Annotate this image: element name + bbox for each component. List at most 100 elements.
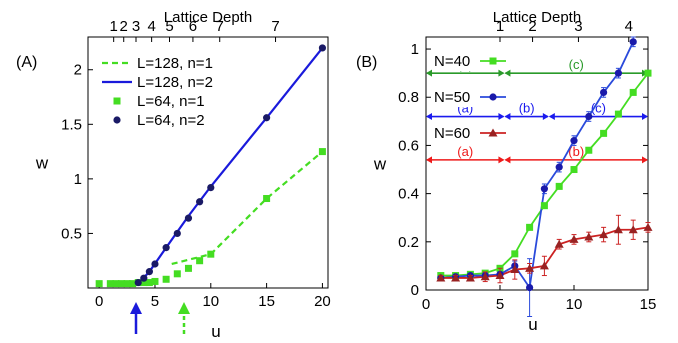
data-point-2	[263, 195, 271, 203]
data-point-2	[569, 234, 579, 243]
data-point-3	[263, 114, 271, 122]
top-tick-label: 7	[271, 18, 279, 35]
top-axis-label: Lattice Depth	[164, 9, 252, 26]
data-point-0	[644, 69, 652, 77]
data-point-1	[570, 137, 578, 145]
legend-swatch	[113, 116, 121, 124]
data-point-2	[643, 222, 653, 231]
y-tick-label: 0.5	[61, 225, 82, 242]
data-point-2	[465, 273, 475, 282]
x-tick-label: 15	[640, 296, 657, 313]
top-tick-label: 4	[625, 18, 633, 35]
region-arrow-head	[542, 113, 549, 121]
data-point-0	[511, 250, 519, 258]
x-tick-label: 0	[95, 293, 103, 310]
legend-label: L=64, n=1	[137, 93, 205, 110]
region-arrow-head	[498, 156, 505, 164]
x-tick-label: 10	[566, 296, 583, 313]
region-label: (a)	[457, 144, 473, 159]
y-tick-label: 0.2	[398, 234, 419, 251]
data-point-0	[585, 146, 593, 154]
data-point-0	[614, 110, 622, 118]
data-point-3	[162, 244, 170, 252]
data-point-1	[600, 88, 608, 97]
data-point-2	[162, 275, 170, 283]
data-point-2	[451, 273, 461, 282]
data-point-1	[526, 283, 534, 292]
data-point-2	[207, 250, 215, 258]
region-arrow-head	[504, 156, 511, 164]
data-point-1	[629, 38, 637, 46]
data-point-1	[585, 112, 593, 121]
data-point-2	[613, 225, 623, 234]
plot-frame	[87, 36, 329, 289]
data-point-2	[525, 263, 535, 272]
legend-label: L=128, n=2	[137, 74, 213, 91]
region-arrow-head	[426, 156, 432, 164]
data-point-2	[151, 277, 159, 285]
data-point-3	[173, 229, 181, 238]
x-tick-label: 10	[202, 293, 219, 310]
region-arrow-head	[642, 113, 648, 121]
data-point-0	[629, 88, 637, 96]
data-point-3	[184, 214, 193, 222]
data-point-2	[554, 239, 564, 248]
top-tick-label: 1	[110, 18, 118, 35]
data-point-3	[318, 44, 327, 52]
top-tick-label: 3	[132, 18, 140, 35]
region-label: (c)	[591, 101, 606, 116]
legend-label: N=40	[434, 53, 470, 70]
data-point-2	[584, 232, 594, 241]
data-point-3	[151, 260, 159, 268]
x-axis-label: u	[211, 322, 220, 341]
data-point-3	[134, 278, 142, 287]
panel-b: 0 5 10 15 0 0.2 0.4 0.6 0.8 1 1 2 3 4 Lattice Depth u w (…	[356, 9, 656, 334]
region-arrow-head	[498, 69, 505, 77]
data-point-0	[540, 202, 548, 210]
legend-bg	[432, 124, 494, 143]
region-label: (b)	[519, 101, 535, 116]
legend-bg	[432, 52, 494, 71]
y-tick-label: 0.6	[398, 137, 419, 154]
top-tick-label: 3	[574, 18, 582, 35]
data-point-2	[95, 280, 103, 288]
data-point-2	[628, 225, 638, 234]
top-tick-label: 5	[165, 18, 173, 35]
data-point-2	[318, 148, 326, 156]
y-tick-label: 0.4	[398, 186, 419, 203]
data-point-0	[570, 166, 578, 174]
data-point-1	[540, 185, 549, 193]
y-tick-label: 2	[74, 62, 82, 79]
y-axis-label: w	[373, 155, 387, 174]
y-tick-label: 1	[74, 171, 82, 188]
region-arrow-head	[426, 69, 432, 77]
data-point-2	[480, 272, 490, 281]
region-arrow-head	[642, 156, 648, 164]
x-tick-label: 15	[258, 293, 275, 310]
y-tick-label: 0.8	[398, 89, 419, 106]
top-tick-label: 2	[120, 18, 128, 35]
x-tick-label: 0	[422, 296, 430, 313]
data-point-3	[145, 268, 153, 276]
y-tick-label: 1.5	[61, 116, 82, 133]
x-tick-label: 5	[496, 296, 504, 313]
region-arrow-head	[426, 113, 432, 121]
data-point-3	[207, 184, 215, 192]
data-point-2	[173, 270, 181, 278]
region-arrow-head	[498, 113, 505, 121]
data-point-0	[600, 129, 608, 137]
data-point-2	[112, 280, 120, 288]
data-point-1	[614, 69, 623, 77]
top-tick-label: 6	[189, 18, 197, 35]
top-tick-label: 7	[216, 18, 224, 35]
data-point-0	[555, 182, 563, 190]
top-tick-label: 1	[496, 18, 504, 35]
region-arrow-head	[548, 113, 555, 121]
data-point-2	[123, 280, 131, 288]
region-arrow-head	[504, 113, 511, 121]
region-arrow-head	[504, 69, 511, 77]
panel-label: (A)	[16, 54, 37, 71]
data-point-0	[526, 223, 534, 231]
